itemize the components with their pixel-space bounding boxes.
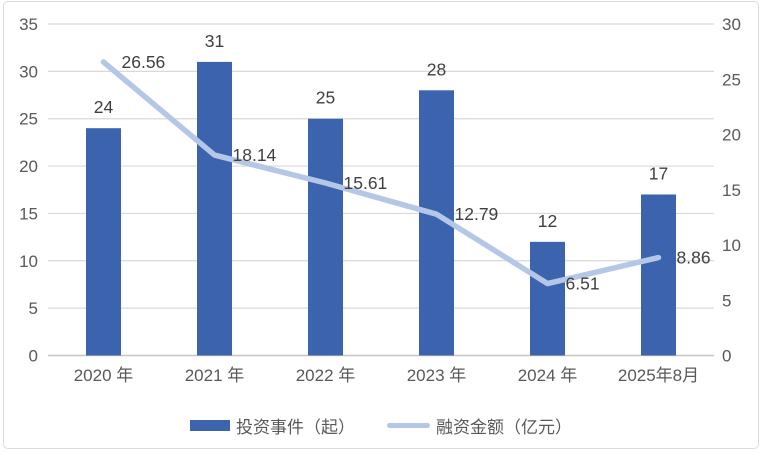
line-value-label: 12.79 — [455, 204, 499, 224]
left-axis-tick-label: 20 — [19, 157, 38, 176]
legend-item-line-series: 融资金额（亿元） — [387, 413, 572, 438]
right-axis-tick-label: 30 — [722, 15, 741, 34]
category-label: 2023 年 — [407, 366, 467, 385]
bar-value-label: 25 — [316, 88, 335, 108]
line-series-swatch — [387, 422, 430, 428]
bar-value-label: 24 — [94, 97, 114, 117]
bar — [86, 128, 121, 356]
right-axis-tick-label: 15 — [722, 181, 741, 200]
bar — [641, 194, 676, 356]
left-axis-tick-label: 15 — [19, 204, 38, 223]
bar-value-label: 17 — [649, 163, 668, 183]
right-axis-tick-label: 0 — [722, 347, 731, 366]
category-label: 2022 年 — [296, 366, 356, 385]
left-axis-tick-label: 30 — [19, 62, 38, 81]
legend-label-bar-series: 投资事件（起） — [236, 417, 355, 437]
bar-value-label: 12 — [538, 211, 557, 231]
category-label: 2025年8月 — [618, 366, 699, 385]
left-axis-tick-label: 35 — [19, 15, 38, 34]
left-axis-tick-label: 25 — [19, 110, 38, 129]
line-series — [100, 59, 662, 287]
bar — [530, 241, 565, 356]
category-label: 2021 年 — [185, 366, 245, 385]
line-value-label: 6.51 — [566, 274, 600, 294]
bar-value-label: 28 — [427, 59, 446, 79]
bar — [197, 61, 232, 356]
left-axis-tick-label: 0 — [29, 347, 38, 366]
bar-value-label: 31 — [205, 31, 224, 51]
left-axis-tick-label: 10 — [19, 252, 38, 271]
legend-item-bar-series: 投资事件（起） — [190, 413, 355, 438]
line-value-label: 18.14 — [233, 145, 277, 165]
bar-series-swatch — [190, 419, 230, 431]
line-value-label: 26.56 — [122, 52, 166, 72]
right-axis-tick-label: 25 — [722, 70, 741, 89]
left-axis-tick-label: 5 — [29, 299, 38, 318]
right-axis-tick-label: 10 — [722, 236, 741, 255]
category-label: 2020 年 — [74, 366, 134, 385]
right-axis-tick-label: 20 — [722, 126, 741, 145]
category-label: 2024 年 — [518, 366, 578, 385]
line-value-label: 8.86 — [677, 248, 711, 268]
line-value-label: 15.61 — [344, 173, 388, 193]
right-axis-tick-label: 5 — [722, 291, 731, 310]
bar — [308, 118, 343, 356]
legend-label-line-series: 融资金额（亿元） — [436, 417, 572, 437]
legend: 投资事件（起） 融资金额（亿元） — [0, 412, 762, 438]
